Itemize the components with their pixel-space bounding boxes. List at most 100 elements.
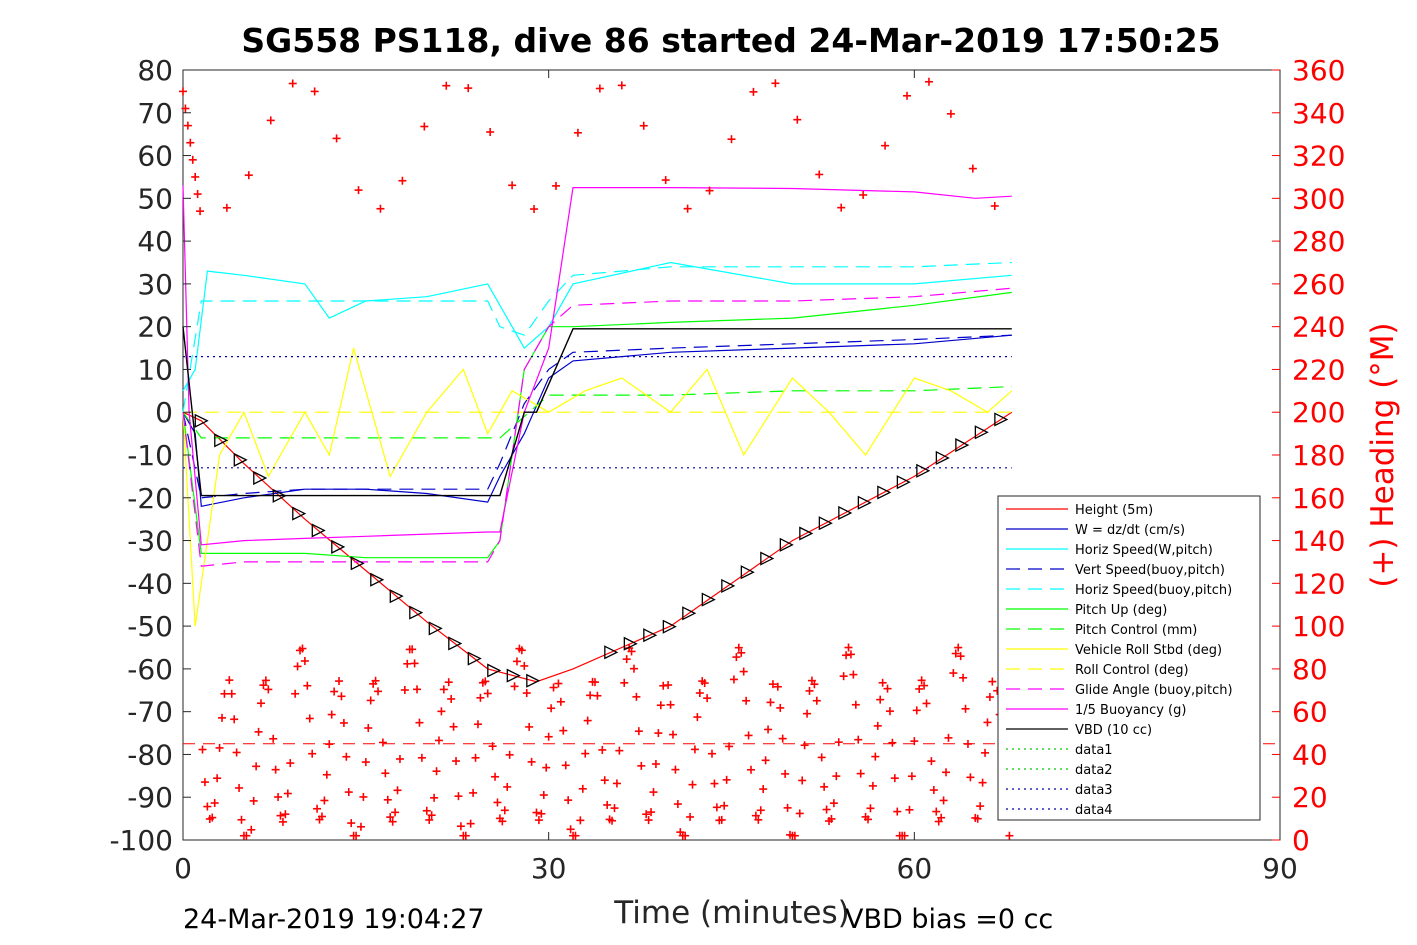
heading-marker — [381, 769, 390, 778]
heading-marker — [888, 738, 897, 747]
x-tick-label: 90 — [1262, 852, 1298, 885]
heading-marker — [374, 687, 383, 696]
legend-label: Height (5m) — [1075, 503, 1153, 518]
heading-marker — [673, 800, 682, 809]
depth-marker — [389, 589, 404, 604]
heading-marker — [671, 765, 680, 774]
legend-label: Roll Control (deg) — [1075, 663, 1189, 678]
series-line — [182, 185, 1012, 546]
heading-marker — [391, 808, 400, 817]
heading-marker — [539, 791, 548, 800]
series-line — [182, 334, 1012, 508]
heading-marker — [313, 804, 322, 813]
heading-marker — [695, 689, 704, 698]
heading-marker — [820, 782, 829, 791]
heading-marker — [690, 745, 699, 754]
heading-marker — [846, 650, 855, 659]
depth-marker — [877, 485, 892, 500]
heading-marker — [954, 643, 963, 652]
legend-label: data2 — [1075, 763, 1113, 778]
depth-marker — [701, 592, 716, 607]
heading-marker — [257, 699, 266, 708]
y-tick-label: 80 — [137, 54, 173, 87]
heading-marker — [183, 121, 192, 130]
heading-marker — [325, 740, 334, 749]
heading-marker — [203, 802, 212, 811]
heading-marker — [946, 109, 955, 118]
heading-marker — [278, 817, 287, 826]
depth-marker — [253, 470, 268, 486]
heading-marker — [929, 786, 938, 795]
y-tick-label: -80 — [127, 738, 173, 771]
heading-marker — [754, 815, 763, 824]
heading-marker — [274, 793, 283, 802]
heading-marker — [832, 772, 841, 781]
heading-marker — [903, 91, 912, 100]
heading-marker — [871, 752, 880, 761]
heading-marker — [912, 706, 921, 715]
heading-marker — [949, 669, 958, 678]
heading-marker — [227, 689, 236, 698]
heading-marker — [310, 87, 319, 96]
heading-marker — [608, 816, 617, 825]
depth-marker — [487, 663, 502, 678]
legend: Height (5m) W = dz/dt (cm/s) Horiz Speed(W… — [997, 495, 1261, 821]
heading-marker — [790, 831, 799, 840]
depth-marker — [350, 556, 365, 571]
heading-marker — [281, 810, 290, 819]
heading-marker — [751, 811, 760, 820]
heading-marker — [893, 807, 902, 816]
heading-marker — [308, 749, 317, 758]
heading-marker — [885, 707, 894, 716]
heading-marker — [647, 808, 656, 817]
heading-marker — [693, 713, 702, 722]
heading-marker — [544, 732, 553, 741]
heading-marker — [959, 673, 968, 682]
heading-marker — [622, 655, 631, 664]
y-right-tick-label: 40 — [1292, 738, 1328, 771]
heading-marker — [649, 788, 658, 797]
legend-label: Pitch Up (deg) — [1075, 603, 1167, 618]
heading-marker — [464, 84, 473, 93]
depth-marker — [838, 505, 853, 521]
heading-marker — [810, 680, 819, 689]
heading-marker — [288, 79, 297, 88]
heading-marker — [573, 128, 582, 137]
heading-marker — [734, 643, 743, 652]
y-tick-label: 10 — [137, 353, 173, 386]
heading-marker — [339, 718, 348, 727]
heading-marker — [793, 115, 802, 124]
heading-marker — [586, 691, 595, 700]
heading-marker — [444, 678, 453, 687]
y-tick-label: -100 — [109, 824, 173, 857]
heading-marker — [905, 805, 914, 814]
x-tick-label: 0 — [174, 852, 192, 885]
depth-marker — [916, 463, 931, 478]
heading-marker — [566, 825, 575, 834]
heading-marker — [759, 785, 768, 794]
legend-label: Pitch Control (mm) — [1075, 623, 1197, 638]
heading-marker — [854, 735, 863, 744]
series-line — [182, 334, 1012, 499]
heading-marker — [849, 670, 858, 679]
y-right-tick-label: 300 — [1292, 182, 1345, 215]
legend-label: Glide Angle (buoy,pitch) — [1075, 683, 1233, 698]
series-line — [182, 261, 1012, 392]
depth-marker — [428, 621, 443, 636]
heading-marker — [364, 724, 373, 733]
heading-marker — [395, 754, 404, 763]
heading-marker — [868, 781, 877, 790]
heading-marker — [403, 659, 412, 668]
heading-marker — [700, 679, 709, 688]
legend-label: Vehicle Roll Stbd (deg) — [1075, 643, 1222, 658]
heading-marker — [686, 812, 695, 821]
depth-marker — [818, 516, 833, 531]
heading-marker — [413, 685, 422, 694]
heading-marker — [191, 172, 200, 181]
heading-marker — [985, 693, 994, 702]
heading-marker — [876, 695, 885, 704]
heading-marker — [922, 699, 931, 708]
depth-marker — [194, 413, 209, 428]
heading-marker — [327, 710, 336, 719]
heading-marker — [383, 795, 392, 804]
